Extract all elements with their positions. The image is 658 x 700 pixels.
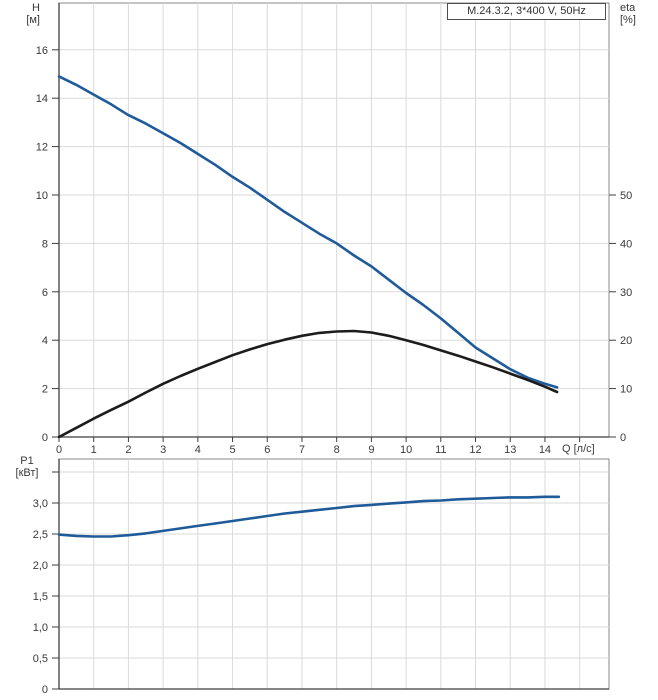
left-tick-label: 6 — [42, 287, 48, 299]
x-tick-label: 11 — [435, 444, 446, 456]
left-tick-label: 2,5 — [33, 529, 48, 541]
x-tick-label: 6 — [264, 444, 270, 456]
h-axis-label: H [м] — [10, 2, 40, 26]
right-tick-label: 0 — [620, 432, 626, 444]
right-tick-label: 40 — [620, 238, 632, 250]
left-tick-label: 4 — [42, 335, 48, 347]
x-tick-label: 4 — [195, 444, 201, 456]
h-axis-unit: [м] — [26, 14, 40, 26]
plot-border — [58, 458, 610, 690]
x-tick-label: 14 — [539, 444, 551, 456]
left-tick-label: 16 — [36, 45, 48, 57]
right-tick-label: 30 — [620, 287, 632, 299]
h-axis-name: H — [32, 2, 40, 14]
left-tick-label: 0 — [42, 432, 48, 444]
eta-axis-unit: [%] — [620, 14, 636, 26]
right-tick-label: 50 — [620, 190, 632, 202]
x-tick-label: 7 — [299, 444, 305, 456]
left-tick-label: 1,5 — [33, 591, 48, 603]
left-tick-label: 0 — [42, 684, 48, 696]
p1-axis-name: P1 — [20, 455, 34, 467]
left-tick-label: 2,0 — [33, 560, 48, 572]
x-tick-label: 10 — [400, 444, 412, 456]
right-tick-label: 10 — [620, 384, 632, 396]
left-tick-label: 2 — [42, 384, 48, 396]
left-tick-label: 10 — [36, 190, 48, 202]
eta-axis-name: eta — [620, 2, 636, 14]
left-tick-label: 14 — [36, 93, 48, 105]
p1-curve — [57, 495, 561, 538]
left-tick-label: 12 — [36, 142, 48, 154]
x-tick-label: 0 — [56, 444, 62, 456]
left-tick-label: 1,0 — [33, 622, 48, 634]
x-tick-label: 12 — [469, 444, 481, 456]
h-curve — [57, 75, 559, 389]
left-tick-label: 8 — [42, 238, 48, 250]
x-tick-label: 13 — [504, 444, 516, 456]
x-tick-label: 9 — [368, 444, 374, 456]
q-axis-label: Q [л/с] — [562, 443, 595, 455]
eta-curve — [57, 329, 559, 439]
right-tick-label: 20 — [620, 335, 632, 347]
x-tick-label: 5 — [229, 444, 235, 456]
left-tick-label: 3,0 — [33, 498, 48, 510]
x-tick-label: 8 — [334, 444, 340, 456]
p1-axis-label: P1 [кВт] — [8, 455, 46, 479]
x-tick-label: 1 — [91, 444, 97, 456]
eta-axis-label: eta [%] — [620, 2, 654, 26]
plot-border — [58, 2, 610, 438]
p1-axis-unit: [кВт] — [15, 467, 39, 479]
curve-title-box: M.24.3.2, 3*400 V, 50Hz — [447, 3, 606, 20]
x-tick-label: 2 — [125, 444, 131, 456]
x-tick-label: 3 — [160, 444, 166, 456]
left-tick-label: 0,5 — [33, 653, 48, 665]
